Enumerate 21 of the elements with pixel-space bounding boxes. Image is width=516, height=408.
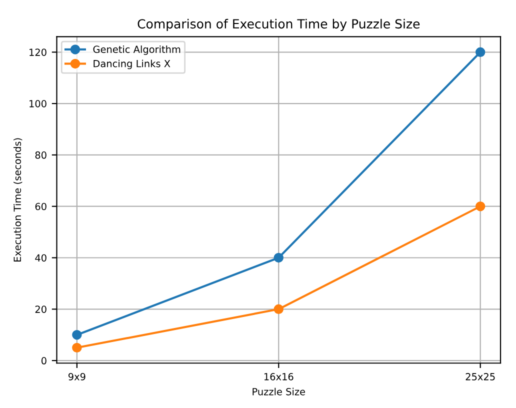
x-tick-label: 25x25: [466, 373, 495, 380]
y-tick-label: 100: [30, 100, 46, 108]
x-tick-label: 16x16: [264, 373, 294, 380]
point: [274, 304, 284, 314]
legend-label: Dancing Links X: [94, 60, 170, 70]
point: [72, 342, 82, 353]
x-tick-label: 9x9: [68, 373, 86, 380]
y-tick-label: 0: [41, 357, 46, 364]
y-axis-title: Execution Time (seconds): [14, 138, 22, 262]
x-axis-title: Puzzle Size: [252, 388, 306, 396]
point: [72, 330, 82, 340]
point: [274, 252, 284, 263]
legend-label: Genetic Algorithm: [93, 45, 180, 55]
point: [475, 201, 486, 212]
y-tick-label: 40: [35, 254, 46, 262]
y-tick-label: 120: [30, 48, 46, 56]
point: [475, 47, 486, 57]
chart-title: Comparison of Execution Time by Puzzle Size: [138, 18, 420, 31]
y-tick-label: 20: [35, 306, 46, 313]
y-tick-label: 60: [35, 202, 46, 210]
y-tick-label: 80: [35, 151, 46, 159]
